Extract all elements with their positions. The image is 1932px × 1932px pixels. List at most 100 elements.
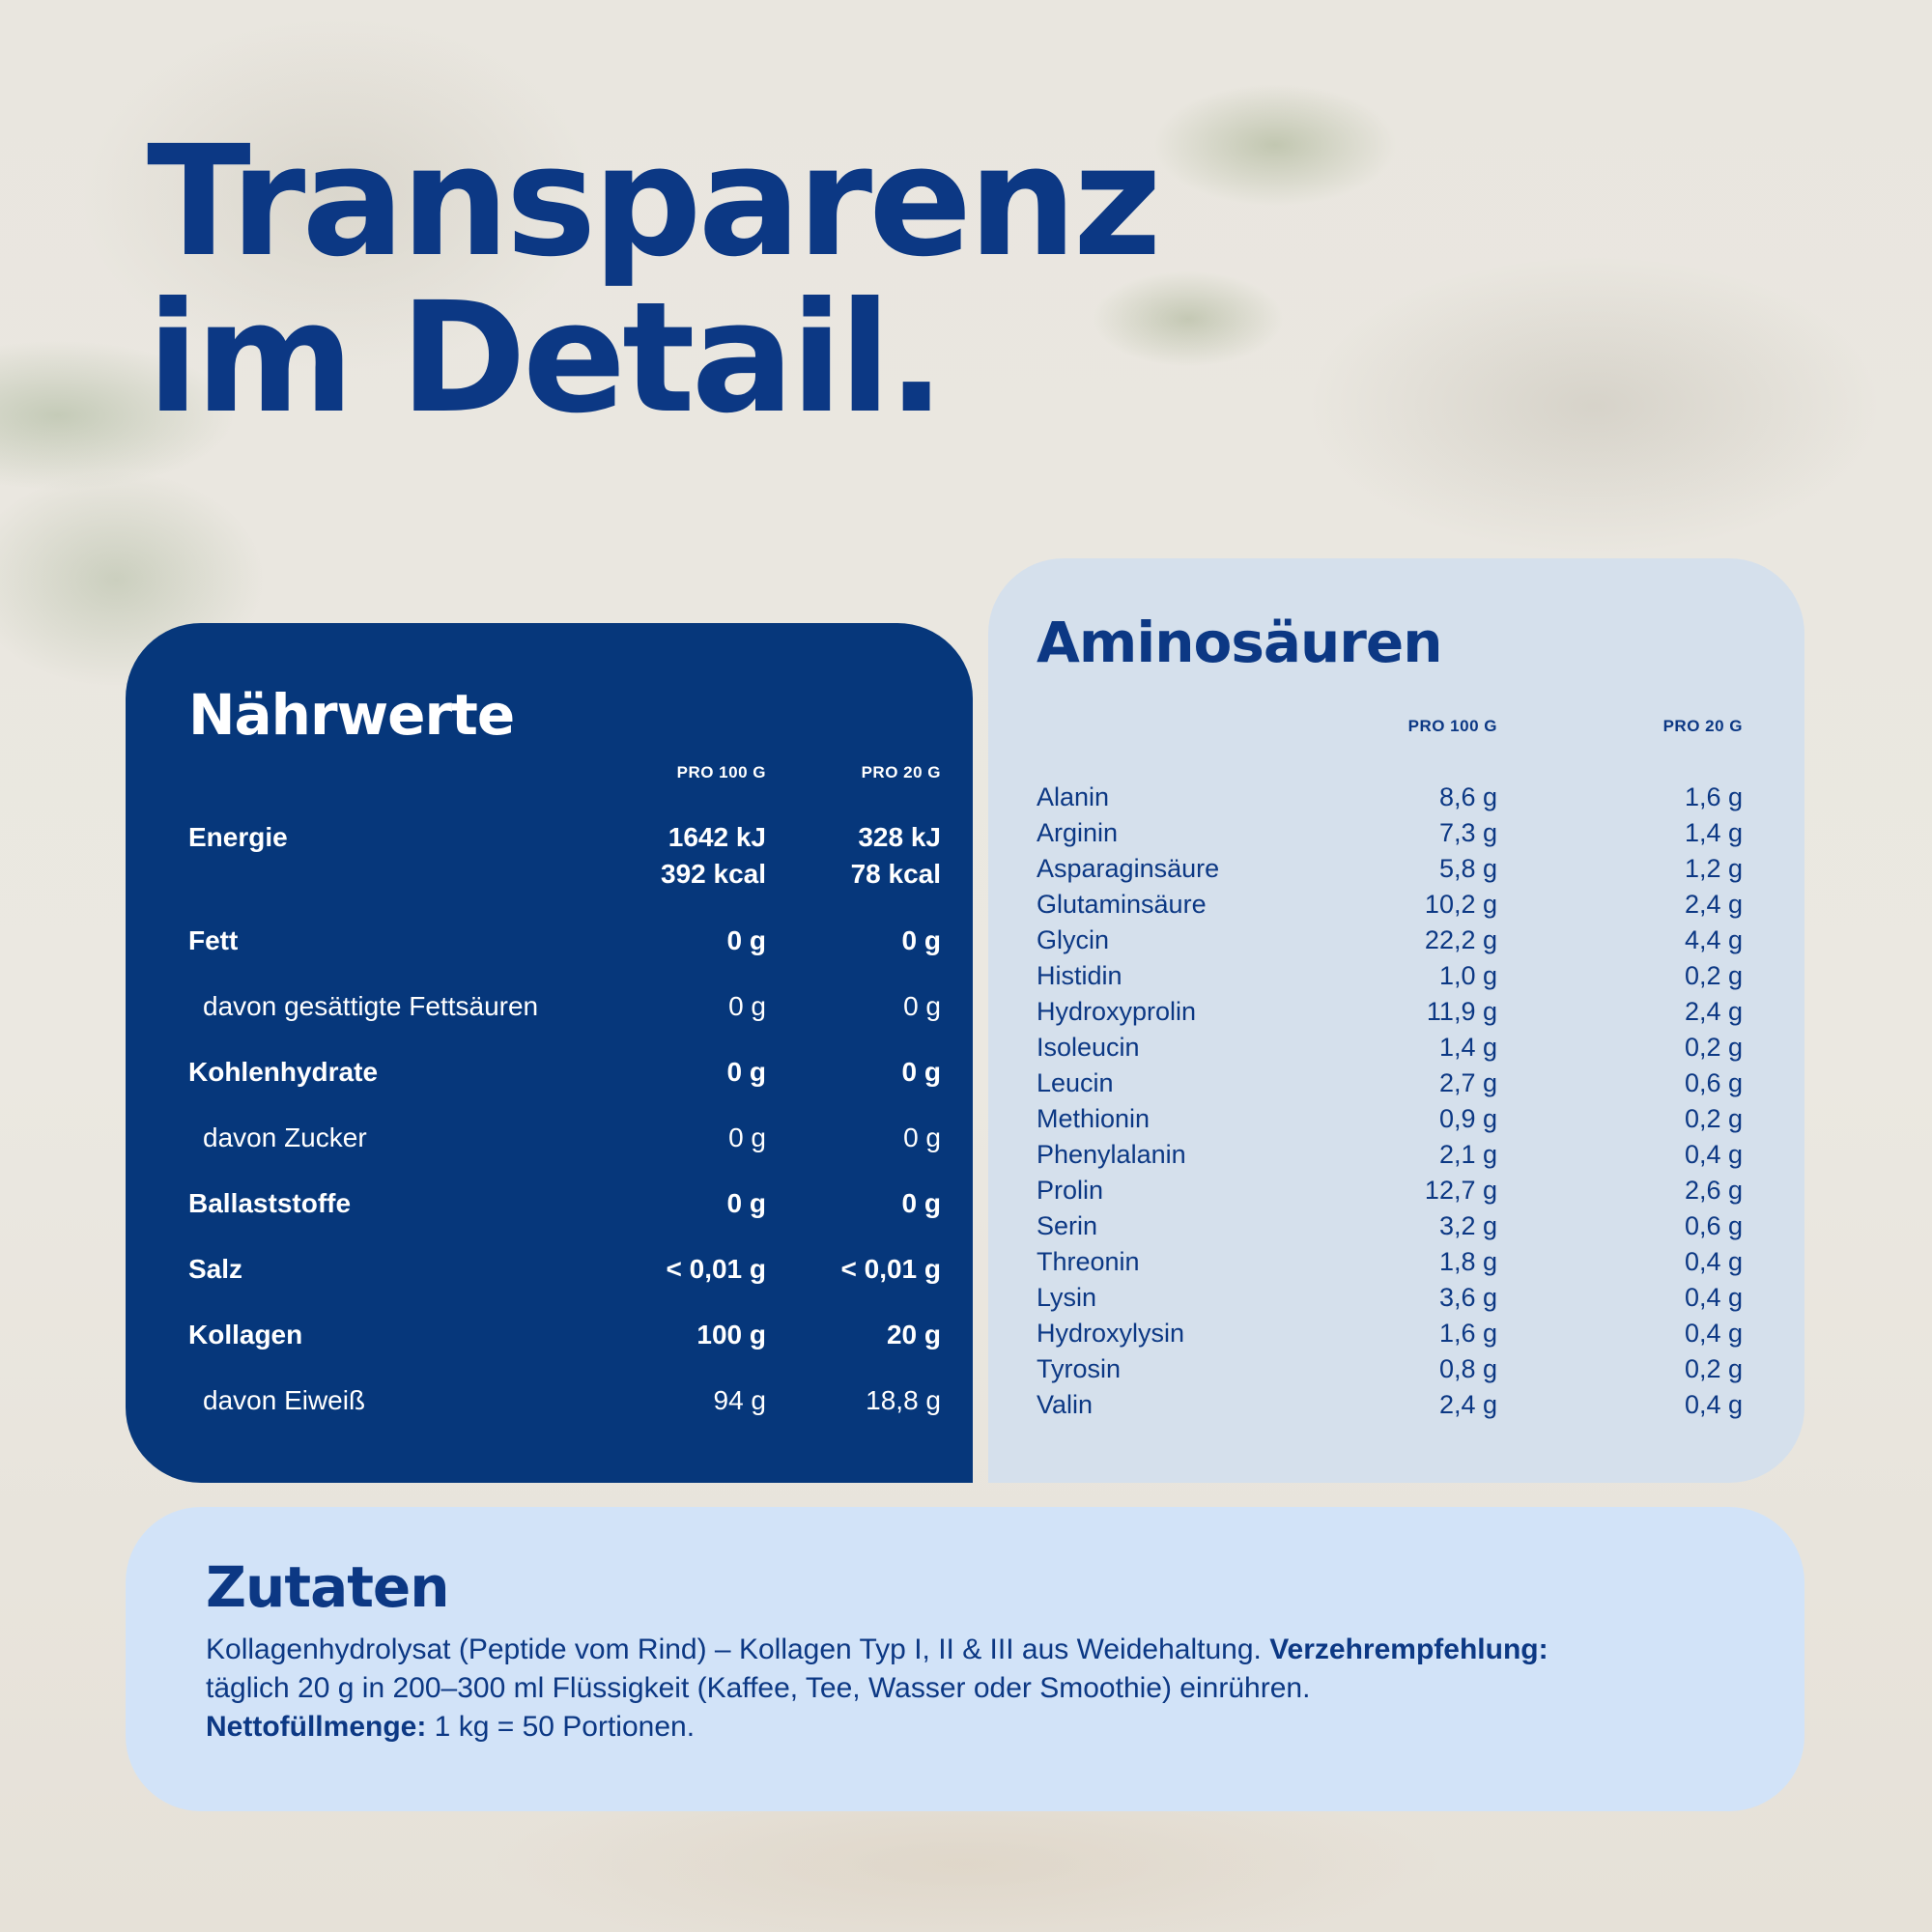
value-per-20g: 0,4 g xyxy=(1684,1247,1743,1276)
net-quantity-label: Nettofüllmenge: xyxy=(206,1711,427,1743)
page-title-line-2: im Detail. xyxy=(147,270,946,447)
value-per-20g: 1,2 g xyxy=(1684,854,1743,883)
value-per-100g: 3,2 g xyxy=(1438,1211,1497,1240)
value-per-100g: 8,6 g xyxy=(1438,782,1497,811)
row-label: davon gesättigte Fettsäuren xyxy=(203,991,539,1021)
zutaten-card: Zutaten Kollagenhydrolysat (Peptide vom … xyxy=(126,1507,1804,1811)
row-label: Valin xyxy=(1037,1390,1094,1419)
row-label: Threonin xyxy=(1037,1247,1140,1276)
value-per-20g: 20 g xyxy=(886,1320,941,1350)
value-per-20g: 0 g xyxy=(903,991,941,1021)
value-per-100g: 0 g xyxy=(726,1057,766,1087)
value-per-100g: 7,3 g xyxy=(1438,818,1497,847)
value-per-20g: 0,2 g xyxy=(1684,1104,1743,1133)
row-label: Serin xyxy=(1037,1211,1098,1240)
value-per-100g: 5,8 g xyxy=(1438,854,1497,883)
row-label: Isoleucin xyxy=(1037,1033,1140,1062)
value-per-100g: 3,6 g xyxy=(1438,1283,1497,1312)
value-per-100g: 1,4 g xyxy=(1438,1033,1497,1062)
recommendation-label: Verzehrempfehlung: xyxy=(1269,1634,1548,1665)
row-label: Energie xyxy=(188,822,288,852)
value-per-20g: 2,4 g xyxy=(1684,890,1743,919)
value-per-100g: 0 g xyxy=(728,991,766,1021)
value-per-20g: 0 g xyxy=(901,1057,941,1087)
value-per-100g: 12,7 g xyxy=(1424,1176,1497,1205)
ingredients-text: Kollagenhydrolysat (Peptide vom Rind) – … xyxy=(206,1634,1262,1665)
row-label: davon Eiweiß xyxy=(203,1385,366,1415)
value-per-100g: 1642 kJ 392 kcal xyxy=(661,819,766,893)
page-title-line-1: Transparenz xyxy=(147,113,1162,291)
value-per-20g: 0 g xyxy=(903,1122,941,1152)
value-per-20g: 1,4 g xyxy=(1684,818,1743,847)
row-label: davon Zucker xyxy=(203,1122,367,1152)
value-per-20g: < 0,01 g xyxy=(840,1254,941,1284)
row-label: Hydroxyprolin xyxy=(1037,997,1197,1026)
value-per-100g: 11,9 g xyxy=(1426,997,1497,1026)
value-per-20g: 0,4 g xyxy=(1684,1390,1743,1419)
value-kj: 1642 kJ xyxy=(668,822,766,852)
value-per-100g: 0 g xyxy=(726,925,766,955)
value-per-20g: 1,6 g xyxy=(1684,782,1743,811)
aminosaeuren-col-per-100g: PRO 100 G xyxy=(1407,717,1497,735)
aminosaeuren-card: Aminosäuren PRO 100 G PRO 20 G Alanin 8,6… xyxy=(988,558,1804,1483)
row-label: Kollagen xyxy=(188,1320,303,1350)
row-label: Leucin xyxy=(1037,1068,1114,1097)
value-per-20g: 0,4 g xyxy=(1684,1283,1743,1312)
row-label: Histidin xyxy=(1037,961,1122,990)
page-title: Transparenz im Detail. xyxy=(147,113,1162,447)
row-label: Methionin xyxy=(1037,1104,1151,1133)
value-per-20g: 0,2 g xyxy=(1684,961,1743,990)
value-per-20g: 2,6 g xyxy=(1684,1176,1743,1205)
naehrwerte-col-per-20g: PRO 20 G xyxy=(861,763,941,781)
value-per-20g: 0,6 g xyxy=(1684,1211,1743,1240)
value-kcal: 78 kcal xyxy=(850,859,941,889)
row-label: Tyrosin xyxy=(1037,1354,1122,1383)
row-label: Hydroxylysin xyxy=(1037,1319,1185,1348)
naehrwerte-col-per-100g: PRO 100 G xyxy=(676,763,766,781)
value-per-20g: 0,2 g xyxy=(1684,1354,1743,1383)
aminosaeuren-title: Aminosäuren xyxy=(1037,610,1443,675)
recommendation-text: täglich 20 g in 200–300 ml Flüssigkeit (… xyxy=(206,1672,1311,1704)
value-per-20g: 0,6 g xyxy=(1684,1068,1743,1097)
value-per-20g: 4,4 g xyxy=(1684,925,1743,954)
value-per-20g: 18,8 g xyxy=(866,1385,941,1415)
row-label: Phenylalanin xyxy=(1037,1140,1186,1169)
row-label: Salz xyxy=(188,1254,243,1284)
value-kcal: 392 kcal xyxy=(661,859,766,889)
value-per-100g: 94 g xyxy=(713,1385,767,1415)
row-label: Asparaginsäure xyxy=(1037,854,1220,883)
value-per-100g: 0 g xyxy=(726,1188,766,1218)
row-label: Arginin xyxy=(1037,818,1119,847)
value-per-100g: 2,4 g xyxy=(1438,1390,1497,1419)
value-per-20g: 0,4 g xyxy=(1684,1319,1743,1348)
value-per-100g: 1,6 g xyxy=(1438,1319,1497,1348)
value-per-20g: 328 kJ 78 kcal xyxy=(851,819,941,893)
naehrwerte-card: Nährwerte PRO 100 G PRO 20 G Energie 164… xyxy=(126,623,973,1483)
value-kj: 328 kJ xyxy=(858,822,941,852)
value-per-20g: 0 g xyxy=(901,925,941,955)
row-label: Lysin xyxy=(1037,1283,1097,1312)
value-per-100g: 0 g xyxy=(728,1122,766,1152)
row-label: Prolin xyxy=(1037,1176,1104,1205)
row-label: Glycin xyxy=(1037,925,1110,954)
value-per-20g: 0,4 g xyxy=(1684,1140,1743,1169)
value-per-100g: 2,7 g xyxy=(1438,1068,1497,1097)
value-per-100g: 10,2 g xyxy=(1424,890,1497,919)
row-label: Glutaminsäure xyxy=(1037,890,1207,919)
value-per-100g: 1,0 g xyxy=(1438,961,1497,990)
value-per-20g: 0 g xyxy=(901,1188,941,1218)
value-per-100g: < 0,01 g xyxy=(666,1254,766,1284)
zutaten-text: Kollagenhydrolysat (Peptide vom Rind) – … xyxy=(206,1631,1771,1747)
naehrwerte-title: Nährwerte xyxy=(188,682,515,748)
row-label: Fett xyxy=(188,925,239,955)
value-per-100g: 100 g xyxy=(696,1320,766,1350)
value-per-100g: 0,8 g xyxy=(1438,1354,1497,1383)
value-per-100g: 22,2 g xyxy=(1424,925,1497,954)
aminosaeuren-col-per-20g: PRO 20 G xyxy=(1662,717,1743,735)
value-per-20g: 2,4 g xyxy=(1684,997,1743,1026)
value-per-100g: 2,1 g xyxy=(1438,1140,1497,1169)
value-per-100g: 0,9 g xyxy=(1438,1104,1497,1133)
row-label: Kohlenhydrate xyxy=(188,1057,379,1087)
row-label: Ballaststoffe xyxy=(188,1188,352,1218)
row-label: Alanin xyxy=(1037,782,1110,811)
